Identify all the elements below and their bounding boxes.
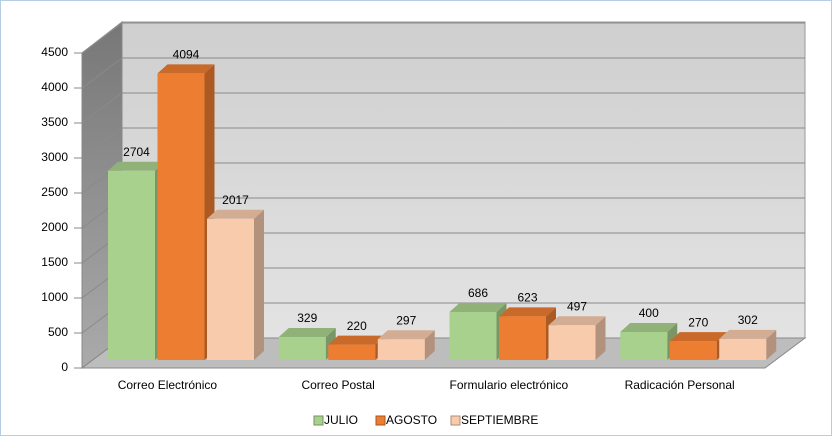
grid-line [81, 22, 805, 54]
data-label: 297 [396, 313, 416, 327]
bar-top [377, 330, 435, 340]
y-tick-label: 1000 [41, 290, 68, 304]
y-tick-label: 500 [48, 325, 68, 339]
data-label: 4094 [173, 48, 200, 62]
legend-label: AGOSTO [386, 413, 437, 427]
bar [108, 170, 155, 360]
data-label: 623 [517, 291, 537, 305]
bar [620, 332, 668, 360]
y-tick-label: 4500 [41, 45, 68, 59]
bar [207, 218, 254, 360]
grid-line [81, 92, 805, 124]
bar [328, 344, 376, 360]
y-tick-label: 4000 [41, 80, 68, 94]
bar-top [669, 332, 727, 342]
bar [719, 338, 767, 360]
bar-side [766, 329, 777, 360]
bar-top [278, 327, 336, 337]
bar [377, 339, 425, 360]
bar-top [548, 316, 606, 326]
data-label: 302 [738, 313, 758, 327]
data-label: 2704 [123, 145, 150, 159]
legend-label: JULIO [324, 413, 358, 427]
bar [548, 325, 596, 360]
bar-top [449, 302, 507, 312]
grid-line [81, 127, 805, 159]
bar-side [254, 209, 264, 360]
bar-top [499, 307, 556, 317]
legend-swatch [375, 415, 386, 426]
bar-top [207, 209, 264, 219]
bar [278, 336, 326, 360]
x-tick-label: Correo Electrónico [118, 378, 218, 392]
y-tick-label: 1500 [41, 255, 68, 269]
legend-label: SEPTIEMBRE [461, 413, 538, 427]
bar-top [157, 64, 215, 74]
bar [669, 341, 717, 360]
y-tick-label: 3000 [41, 150, 68, 164]
bar-top [719, 329, 777, 339]
data-label: 2017 [222, 193, 249, 207]
x-tick-label: Radicación Personal [625, 378, 735, 392]
data-label: 400 [639, 306, 659, 320]
legend-swatch [313, 415, 324, 426]
data-label: 329 [297, 311, 317, 325]
y-tick-label: 2500 [41, 185, 68, 199]
y-tick-label: 2000 [41, 220, 68, 234]
y-tick-label: 3500 [41, 115, 68, 129]
y-tick-label: 0 [61, 360, 68, 374]
bar-top [620, 323, 678, 332]
x-tick-label: Formulario electrónico [450, 378, 569, 392]
bar-top [108, 161, 165, 171]
x-tick-label: Correo Postal [301, 378, 374, 392]
data-label: 220 [347, 319, 367, 333]
data-label: 497 [567, 299, 587, 313]
grid-line [81, 57, 805, 89]
bar-top [328, 335, 386, 345]
legend-swatch [450, 415, 461, 426]
data-label: 270 [688, 315, 708, 329]
data-label: 686 [468, 286, 488, 300]
bar [449, 311, 497, 360]
bar [157, 73, 205, 361]
bar-side [595, 316, 606, 360]
bar [499, 316, 546, 360]
bar-side [424, 330, 435, 360]
